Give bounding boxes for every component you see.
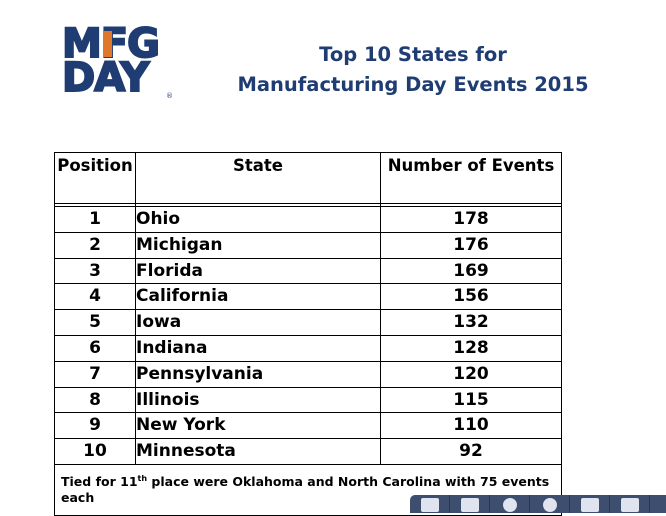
cell-events: 169 — [380, 257, 562, 285]
table-row: 6 Indiana 128 — [54, 334, 562, 362]
save-icon — [580, 498, 599, 512]
header-position: Position — [54, 152, 136, 204]
save-button[interactable] — [570, 495, 610, 513]
cell-position: 6 — [54, 334, 136, 362]
cell-position: 8 — [54, 386, 136, 414]
cell-events: 132 — [380, 309, 562, 336]
cell-state: Iowa — [135, 309, 381, 336]
cell-state: California — [135, 283, 381, 311]
cell-position: 10 — [54, 438, 136, 465]
logo-accent-bar — [104, 31, 112, 57]
cell-events: 156 — [380, 283, 562, 311]
cell-state: New York — [135, 412, 381, 440]
cell-state: Pennsylvania — [135, 360, 381, 388]
fit-page-icon — [420, 498, 439, 512]
menu-icon — [620, 498, 639, 512]
table-row: 10 Minnesota 92 — [54, 438, 562, 465]
table-row: 8 Illinois 115 — [54, 386, 562, 414]
logo-registered-mark: ® — [166, 92, 173, 100]
table-row: 5 Iowa 132 — [54, 309, 562, 336]
table-row: 9 New York 110 — [54, 412, 562, 440]
table-row: 1 Ohio 178 — [54, 206, 562, 233]
cell-position: 5 — [54, 309, 136, 336]
zoom-out-icon — [502, 498, 517, 512]
logo-line-2: DAY — [61, 55, 150, 101]
events-table: Position State Number of Events 1 Ohio 178… — [54, 152, 562, 516]
table-row: 4 California 156 — [54, 283, 562, 311]
table-row: 2 Michigan 176 — [54, 231, 562, 259]
cell-events: 115 — [380, 386, 562, 414]
page-title-line-1: Top 10 States for — [319, 43, 507, 66]
fit-page-button[interactable] — [410, 495, 450, 513]
header-number-of-events: Number of Events — [380, 152, 562, 204]
cell-events: 178 — [380, 206, 562, 233]
cell-state: Indiana — [135, 334, 381, 362]
header-state: State — [135, 152, 381, 204]
viewer-toolbar — [410, 495, 666, 513]
fit-width-icon — [460, 498, 479, 512]
zoom-in-button[interactable] — [530, 495, 570, 513]
cell-state: Ohio — [135, 206, 381, 233]
cell-state: Michigan — [135, 231, 381, 259]
fit-width-button[interactable] — [450, 495, 490, 513]
cell-position: 7 — [54, 360, 136, 388]
zoom-in-icon — [542, 498, 557, 512]
table-header-row: Position State Number of Events — [54, 152, 562, 204]
cell-events: 92 — [380, 438, 562, 465]
cell-position: 4 — [54, 283, 136, 311]
zoom-out-button[interactable] — [490, 495, 530, 513]
table-row: 7 Pennsylvania 120 — [54, 360, 562, 388]
table-row: 3 Florida 169 — [54, 257, 562, 285]
cell-position: 1 — [54, 206, 136, 233]
cell-events: 120 — [380, 360, 562, 388]
cell-state: Illinois — [135, 386, 381, 414]
cell-events: 176 — [380, 231, 562, 259]
page-title-line-2: Manufacturing Day Events 2015 — [237, 73, 589, 96]
menu-button[interactable] — [610, 495, 650, 513]
table-spacer-row — [54, 203, 562, 207]
cell-position: 2 — [54, 231, 136, 259]
cell-state: Minnesota — [135, 438, 381, 465]
mfg-day-logo: MFG DAY ® — [61, 23, 174, 101]
cell-position: 3 — [54, 257, 136, 285]
cell-events: 110 — [380, 412, 562, 440]
cell-position: 9 — [54, 412, 136, 440]
cell-state: Florida — [135, 257, 381, 285]
cell-events: 128 — [380, 334, 562, 362]
